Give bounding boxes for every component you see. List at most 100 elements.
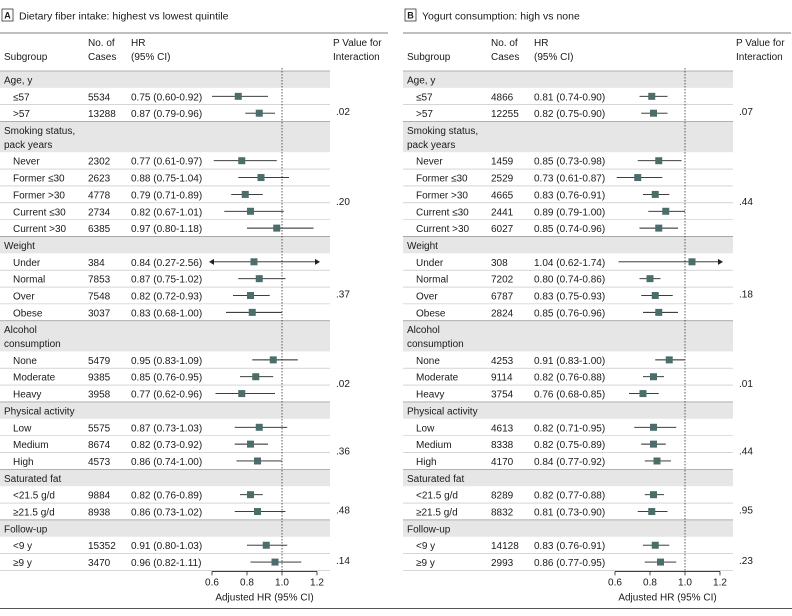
- panel-letter: A: [4, 11, 11, 21]
- hr-ci-value: 0.82 (0.76-0.89): [131, 491, 202, 502]
- hr-ci-value: 0.88 (0.75-1.04): [131, 174, 202, 185]
- p-interaction: .18: [739, 290, 753, 301]
- subgroup-label: >57: [13, 109, 30, 120]
- group-shade: [403, 236, 733, 254]
- subgroup-label: ≥21.5 g/d: [13, 508, 55, 519]
- column-header-cases: No. of: [88, 38, 115, 49]
- cases-value: 12255: [491, 109, 519, 120]
- hr-marker: [255, 275, 263, 283]
- hr-marker: [651, 190, 659, 198]
- hr-ci-value: 0.76 (0.68-0.85): [534, 390, 605, 401]
- group-shade: [0, 320, 330, 338]
- p-interaction: .01: [739, 379, 753, 390]
- column-header-cases: Cases: [88, 52, 116, 63]
- forest-plot-b: B Yogurt consumption: high vs none Subgrou…: [403, 8, 791, 603]
- cases-value: 6385: [88, 224, 111, 235]
- hr-ci-value: 0.82 (0.71-0.95): [534, 423, 605, 434]
- hr-marker: [254, 508, 261, 516]
- hr-marker: [651, 292, 659, 300]
- hr-marker: [655, 157, 663, 165]
- group-label: consumption: [407, 339, 464, 350]
- x-tick-label: 1.0: [678, 577, 692, 588]
- subgroup-label: Current >30: [416, 224, 470, 235]
- group-shade: [0, 469, 330, 487]
- x-tick-label: 0.6: [608, 577, 622, 588]
- subgroup-label: <21.5 g/d: [416, 491, 458, 502]
- subgroup-label: Current ≤30: [416, 207, 469, 218]
- hr-ci-value: 0.89 (0.79-1.00): [534, 207, 605, 218]
- hr-marker: [662, 207, 670, 215]
- hr-ci-value: 0.82 (0.72-0.93): [131, 292, 202, 303]
- subgroup-label: Former >30: [416, 190, 468, 201]
- x-tick-label: 0.8: [643, 577, 657, 588]
- group-shade: [0, 121, 330, 139]
- group-label: Age, y: [407, 76, 435, 87]
- group-shade: [0, 519, 330, 537]
- group-label: Smoking status,: [4, 126, 75, 137]
- panel-letter-box: [1, 8, 14, 22]
- hr-ci-value: 0.91 (0.83-1.00): [534, 356, 605, 367]
- subgroup-label: Low: [416, 423, 435, 434]
- hr-marker: [262, 541, 270, 549]
- group-label: Weight: [407, 241, 438, 252]
- hr-marker: [247, 491, 254, 499]
- column-header-p-value: Interaction: [333, 52, 380, 63]
- hr-marker: [650, 491, 657, 499]
- column-header-subgroup: Subgroup: [407, 52, 451, 63]
- subgroup-label: Moderate: [416, 373, 459, 384]
- cases-value: 6027: [491, 224, 514, 235]
- p-interaction: .95: [739, 506, 753, 517]
- hr-marker: [665, 356, 673, 364]
- cases-value: 384: [88, 258, 105, 269]
- group-label: Physical activity: [4, 406, 75, 417]
- cases-value: 2529: [491, 174, 514, 185]
- hr-marker: [648, 92, 656, 100]
- group-label: Saturated fat: [4, 474, 61, 485]
- group-label: Saturated fat: [407, 474, 464, 485]
- hr-ci-value: 0.75 (0.60-0.92): [131, 92, 202, 103]
- hr-marker: [688, 258, 696, 266]
- cases-value: 4665: [491, 190, 514, 201]
- group-label: consumption: [4, 339, 61, 350]
- hr-ci-value: 0.85 (0.76-0.95): [131, 373, 202, 384]
- panel-a: A Dietary fiber intake: highest vs lowest…: [0, 0, 390, 616]
- p-interaction: .36: [336, 447, 350, 458]
- group-label: Smoking status,: [407, 126, 478, 137]
- cases-value: 8338: [491, 440, 514, 451]
- group-shade: [403, 135, 733, 153]
- cases-value: 4573: [88, 457, 111, 468]
- subgroup-label: Normal: [416, 275, 448, 286]
- cases-value: 9114: [491, 373, 513, 384]
- x-tick-label: 0.6: [205, 577, 219, 588]
- hr-ci-value: 0.96 (0.82-1.11): [131, 558, 201, 569]
- hr-marker: [250, 258, 258, 266]
- cases-value: 3470: [88, 558, 111, 569]
- hr-marker: [653, 457, 661, 465]
- hr-marker: [648, 508, 656, 516]
- cases-value: 308: [491, 258, 508, 269]
- subgroup-label: Former >30: [13, 190, 65, 201]
- column-header-p-value: P Value for: [736, 38, 785, 49]
- hr-ci-value: 0.79 (0.71-0.89): [131, 190, 202, 201]
- hr-ci-value: 0.91 (0.80-1.03): [131, 541, 202, 552]
- cases-value: 8938: [88, 508, 111, 519]
- subgroup-label: ≥9 y: [416, 558, 435, 569]
- subgroup-label: Low: [13, 423, 32, 434]
- subgroup-label: Medium: [416, 440, 452, 451]
- cases-value: 8289: [491, 491, 514, 502]
- hr-marker: [241, 190, 249, 198]
- group-label: Alcohol: [407, 325, 440, 336]
- column-header-cases: No. of: [491, 38, 518, 49]
- cases-value: 8674: [88, 440, 111, 451]
- x-tick-label: 1.2: [310, 577, 324, 588]
- x-tick-label: 0.8: [240, 577, 254, 588]
- hr-ci-value: 0.83 (0.76-0.91): [534, 190, 605, 201]
- panel-letter: B: [407, 11, 414, 21]
- subgroup-label: Over: [13, 292, 35, 303]
- group-label: Weight: [4, 241, 35, 252]
- group-shade: [0, 135, 330, 153]
- p-interaction: .44: [739, 197, 753, 208]
- hr-ci-value: 0.86 (0.77-0.95): [534, 558, 605, 569]
- group-label: Physical activity: [407, 406, 478, 417]
- hr-ci-value: 0.81 (0.73-0.90): [534, 508, 605, 519]
